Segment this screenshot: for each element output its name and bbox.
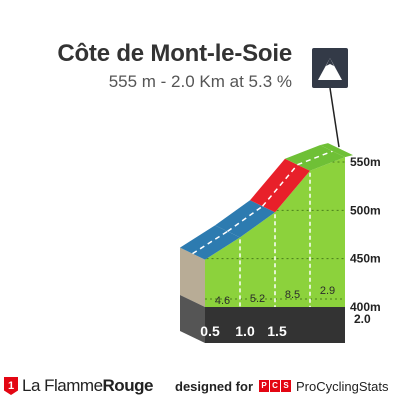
gradient-label: 2.9 — [320, 285, 335, 297]
gradient-label: 4.6 — [215, 295, 230, 307]
pcs-logo-icon: P C S — [259, 380, 291, 392]
base-side-face — [180, 295, 205, 343]
brand-mark-icon: 1 — [4, 377, 18, 395]
brand-logo: 1 La FlammeRouge — [4, 376, 153, 396]
summit-snowcap-shape — [326, 58, 334, 66]
summit-cap — [320, 143, 353, 158]
y-tick-label: 500m — [350, 203, 381, 217]
pcs-letter: C — [270, 380, 280, 392]
footer: 1 La FlammeRouge designed for P C S ProC… — [0, 370, 405, 402]
segment-center-line — [192, 230, 228, 255]
brand-name-bold: Rouge — [102, 376, 154, 395]
climb-subtitle: 555 m - 2.0 Km at 5.3 % — [108, 72, 292, 91]
climb-title: Côte de Mont-le-Soie — [57, 40, 292, 67]
y-tick-label: 400m — [350, 300, 381, 314]
segment-center-line — [261, 164, 299, 207]
designed-for-label: designed for — [175, 379, 254, 394]
pcs-letter: P — [259, 380, 269, 392]
profile-side-face — [180, 247, 205, 307]
brand-name: La FlammeRouge — [22, 376, 153, 396]
y-tick-label: 450m — [350, 252, 381, 266]
distance-label: 1.5 — [267, 323, 287, 339]
summit-pointer-line — [329, 87, 340, 148]
y-tick-label: 550m — [350, 155, 381, 169]
gradient-label: 8.5 — [285, 289, 300, 301]
base-bar — [205, 307, 345, 343]
pcs-name: ProCyclingStats — [296, 379, 389, 394]
summit-mountain-shape — [318, 58, 342, 80]
segment-center-line — [297, 150, 333, 166]
gradient-label: 5.2 — [250, 293, 265, 305]
segment-center-line — [227, 205, 263, 233]
pcs-letter: S — [281, 380, 291, 392]
distance-label: 1.0 — [235, 323, 255, 339]
distance-label: 0.5 — [200, 323, 220, 339]
x-end-label: 2.0 — [354, 312, 371, 326]
brand-name-plain: La Flamme — [22, 376, 103, 395]
climb-profile-chart: 4.6 5.2 8.5 2.9 0.5 1.0 1.5 400m 450m 500m 550m 2.0 — [180, 48, 381, 343]
